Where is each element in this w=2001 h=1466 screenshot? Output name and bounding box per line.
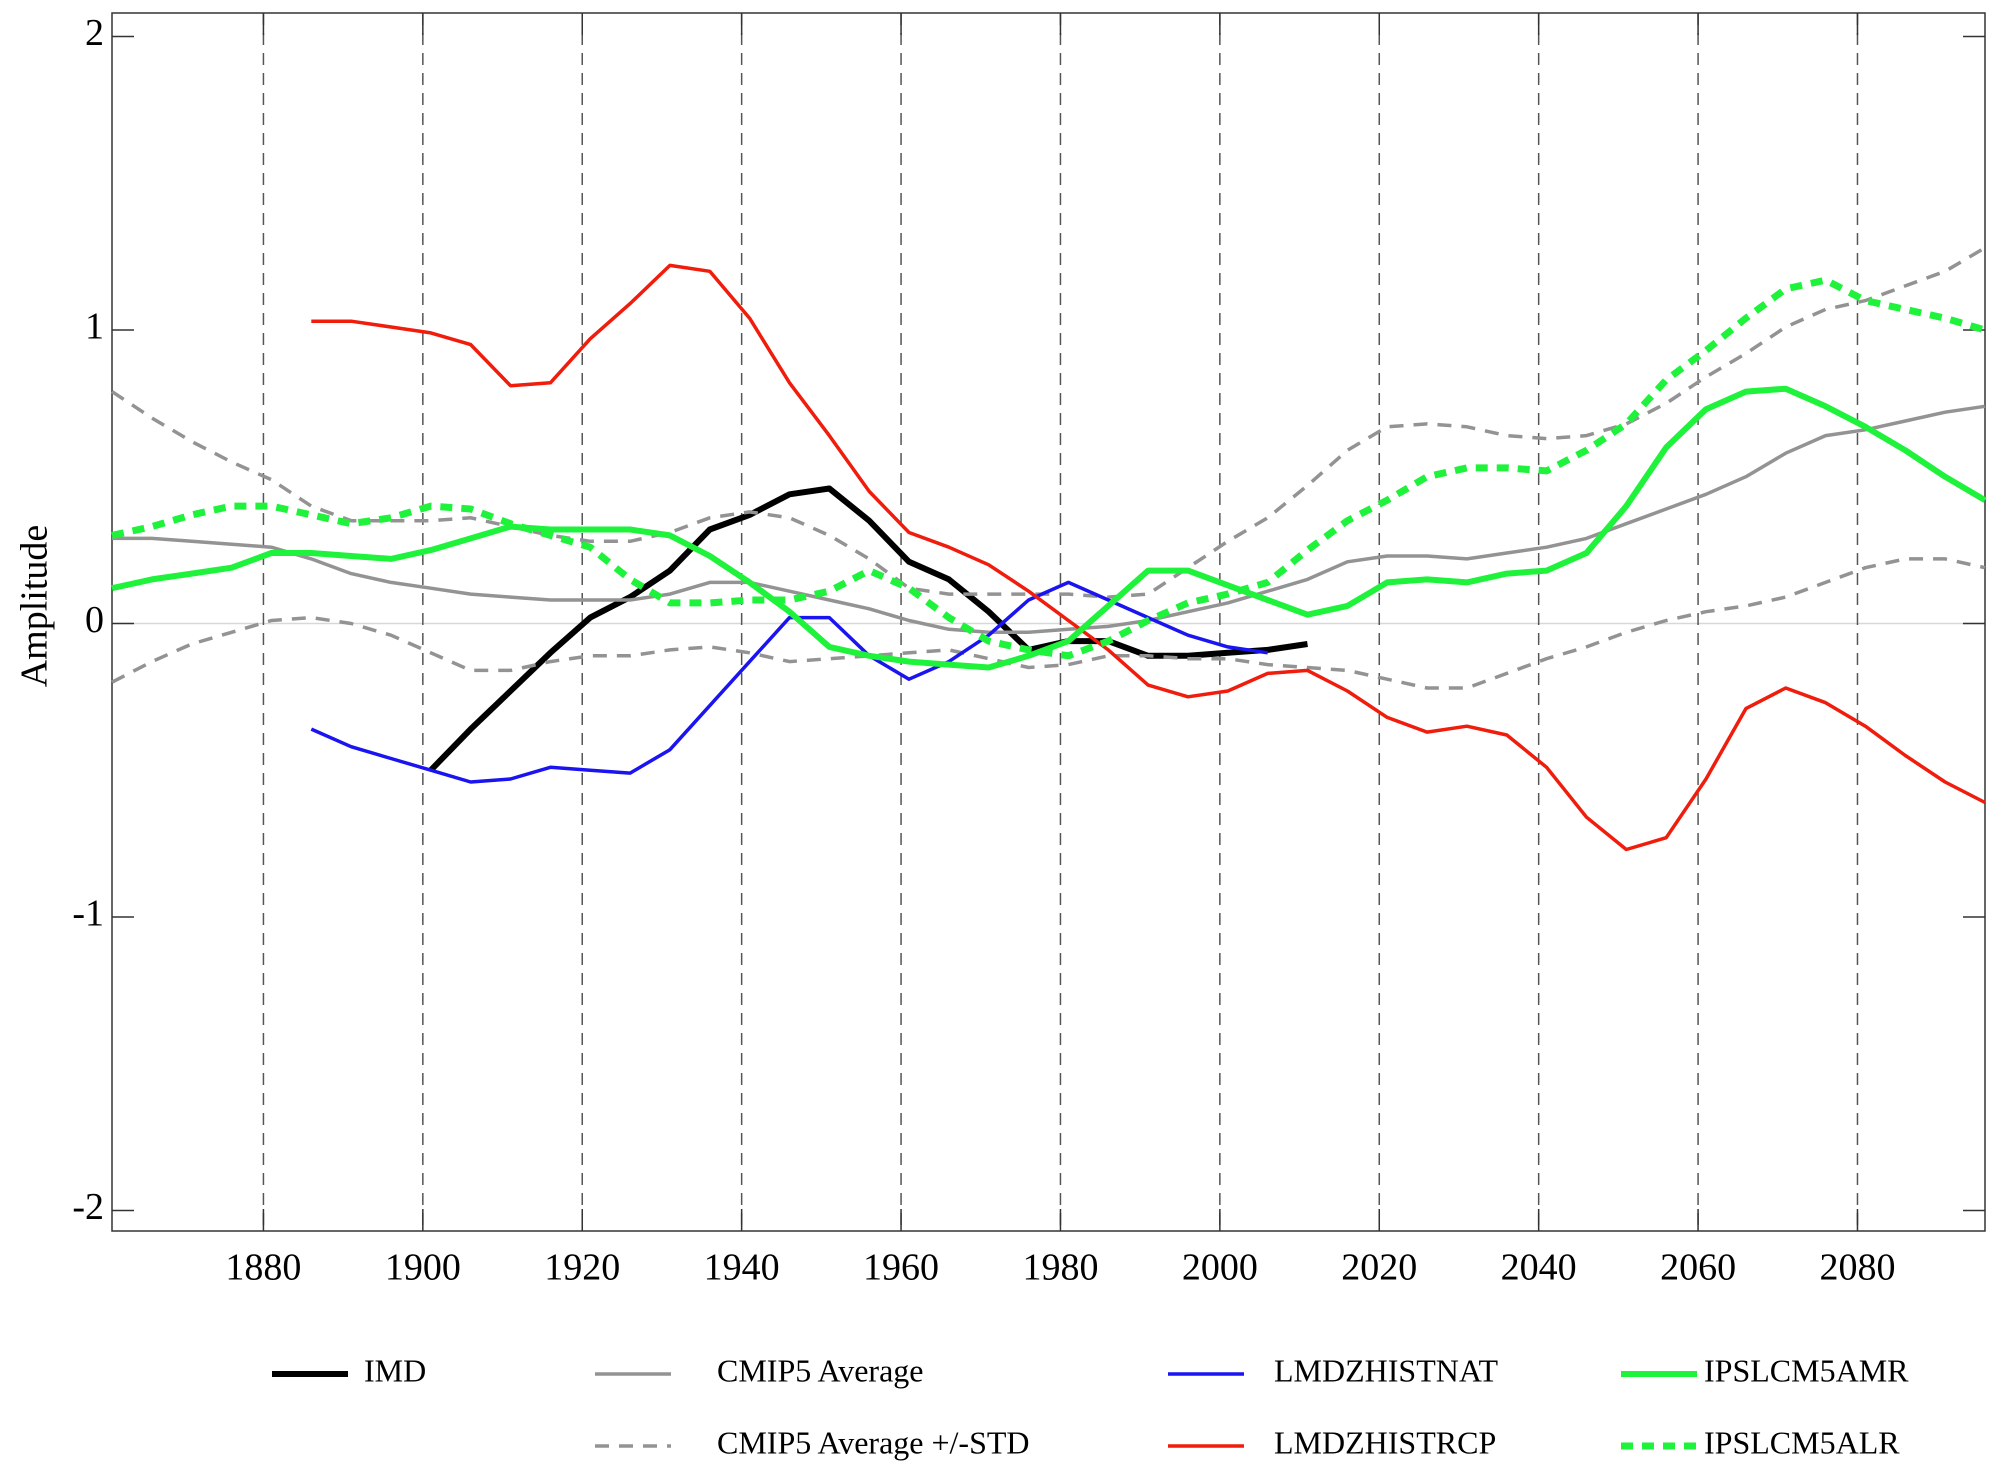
- x-tick-label: 1920: [544, 1247, 620, 1289]
- x-tick-label: 1980: [1022, 1247, 1098, 1289]
- legend-label: IPSLCM5AMR: [1704, 1352, 1909, 1388]
- y-axis-label: Amplitude: [14, 525, 56, 688]
- series-line: [111, 276, 1986, 660]
- x-tick-label: 2080: [1819, 1247, 1895, 1289]
- series-line: [310, 580, 1268, 784]
- series-line: [311, 263, 1986, 852]
- plot-frame: [111, 12, 1986, 1232]
- legend-label: IPSLCM5ALR: [1704, 1424, 1900, 1460]
- x-tick-label: 1880: [225, 1247, 301, 1289]
- series-line: [111, 246, 1986, 599]
- x-tick-label: 2020: [1341, 1247, 1417, 1289]
- legend-label: LMDZHISTRCP: [1274, 1424, 1496, 1460]
- x-tick-label: 1900: [385, 1247, 461, 1289]
- legend-label: CMIP5 Average: [717, 1352, 923, 1388]
- y-tick-label: -1: [72, 893, 104, 935]
- y-tick-label: 1: [85, 306, 104, 348]
- x-tick-label: 2000: [1182, 1247, 1258, 1289]
- series-line: [111, 385, 1987, 671]
- legend-label: CMIP5 Average +/-STD: [717, 1424, 1030, 1460]
- x-tick-label: 2040: [1501, 1247, 1577, 1289]
- y-tick-label: 2: [85, 12, 104, 54]
- series-line: [111, 557, 1986, 690]
- x-tick-label: 2060: [1660, 1247, 1736, 1289]
- y-tick-label: 0: [85, 599, 104, 641]
- series-line: [428, 485, 1308, 773]
- x-tick-label: 1960: [863, 1247, 939, 1289]
- series-line: [112, 404, 1986, 635]
- legend-label: IMD: [364, 1352, 426, 1388]
- y-tick-label: -2: [72, 1186, 104, 1228]
- legend-label: LMDZHISTNAT: [1274, 1352, 1498, 1388]
- x-tick-label: 1940: [704, 1247, 780, 1289]
